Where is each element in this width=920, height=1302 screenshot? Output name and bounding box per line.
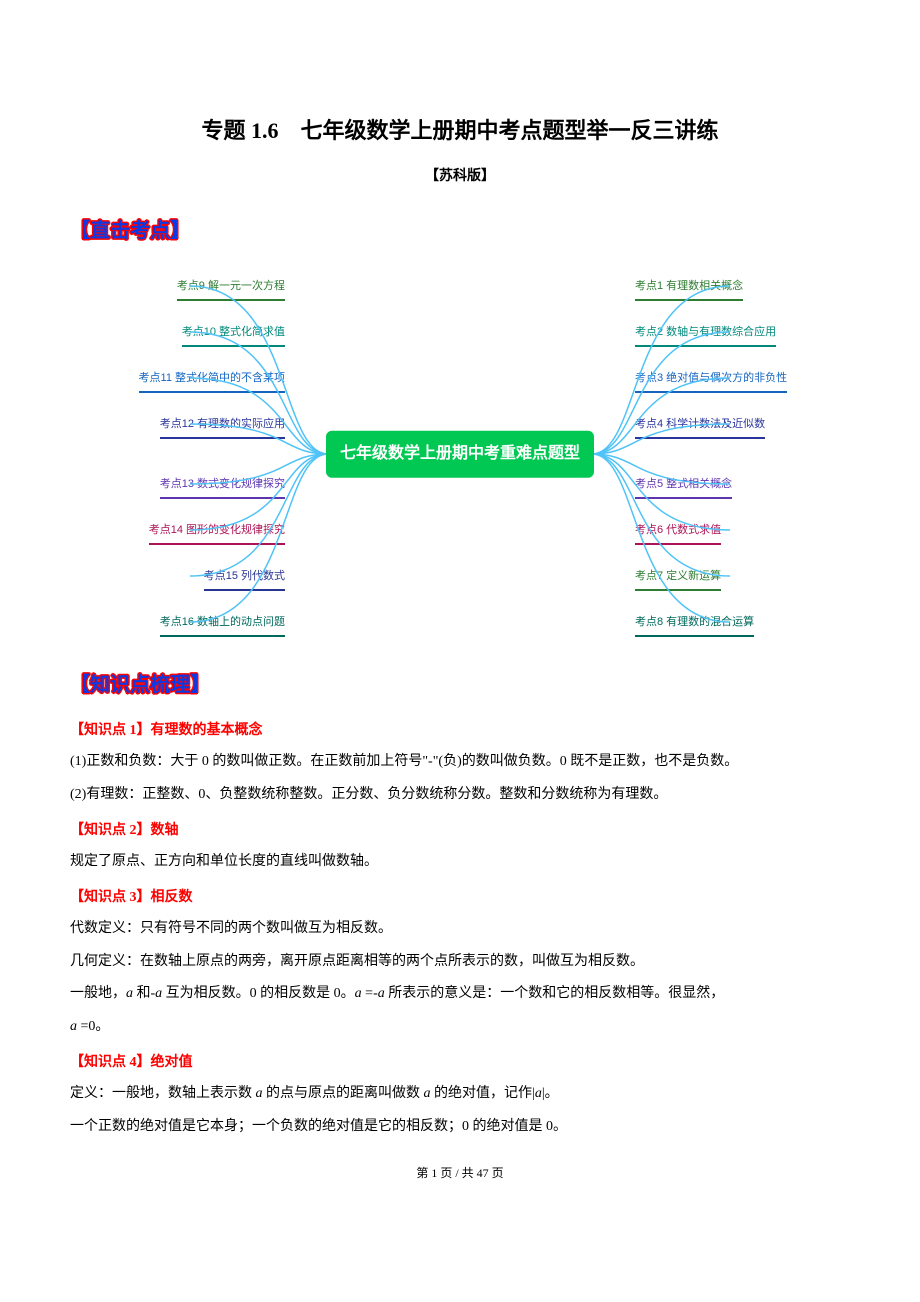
- kp4-paragraph-2: 一个正数的绝对值是它本身；一个负数的绝对值是它的相反数；0 的绝对值是 0。: [70, 1114, 850, 1141]
- kp1-paragraph-1: (1)正数和负数：大于 0 的数叫做正数。在正数前加上符号"-"(负)的数叫做负…: [70, 749, 850, 776]
- knowledge-point-4-heading: 【知识点 4】绝对值: [70, 1050, 850, 1077]
- text-run: 的点与原点的距离叫做数: [263, 1086, 424, 1101]
- page-title: 专题 1.6 七年级数学上册期中考点题型举一反三讲练: [70, 110, 850, 152]
- text-run: 所表示的意义是：一个数和它的相反数相等。很显然，: [385, 986, 725, 1001]
- kp4-paragraph-1: 定义：一般地，数轴上表示数 a 的点与原点的距离叫做数 a 的绝对值，记作|a|…: [70, 1081, 850, 1108]
- text-run: 和-: [133, 986, 155, 1001]
- text-run: 一般地，: [70, 986, 126, 1001]
- text-run: 的绝对值，记作|: [431, 1086, 535, 1101]
- var-a: a: [535, 1086, 542, 1101]
- text-run: |。: [542, 1086, 559, 1101]
- kp3-paragraph-4: a =0。: [70, 1014, 850, 1041]
- var-a: a: [378, 986, 385, 1001]
- var-a: a: [70, 1019, 77, 1034]
- kp1-paragraph-2: (2)有理数：正整数、0、负整数统称整数。正分数、负分数统称分数。整数和分数统称…: [70, 782, 850, 809]
- knowledge-point-2-heading: 【知识点 2】数轴: [70, 818, 850, 845]
- knowledge-point-1-heading: 【知识点 1】有理数的基本概念: [70, 718, 850, 745]
- mindmap-center: 七年级数学上册期中考重难点题型: [326, 431, 594, 477]
- page-footer: 第 1 页 / 共 47 页: [70, 1162, 850, 1185]
- var-a: a: [126, 986, 133, 1001]
- text-run: =-: [362, 986, 378, 1001]
- text-run: 定义：一般地，数轴上表示数: [70, 1086, 256, 1101]
- section-heading-exam-points: 【直击考点】: [70, 212, 190, 250]
- edition-label: 【苏科版】: [70, 164, 850, 191]
- section-heading-knowledge: 【知识点梳理】: [70, 666, 210, 704]
- kp2-paragraph-1: 规定了原点、正方向和单位长度的直线叫做数轴。: [70, 849, 850, 876]
- kp3-paragraph-2: 几何定义：在数轴上原点的两旁，离开原点距离相等的两个点所表示的数，叫做互为相反数…: [70, 949, 850, 976]
- var-a: a: [256, 1086, 263, 1101]
- kp3-paragraph-1: 代数定义：只有符号不同的两个数叫做互为相反数。: [70, 916, 850, 943]
- knowledge-point-3-heading: 【知识点 3】相反数: [70, 885, 850, 912]
- kp3-paragraph-3: 一般地，a 和-a 互为相反数。0 的相反数是 0。a =-a 所表示的意义是：…: [70, 981, 850, 1008]
- mindmap-container: 七年级数学上册期中考重难点题型 考点9 解一元一次方程 考点10 整式化简求值 …: [70, 254, 850, 654]
- text-run: 互为相反数。0 的相反数是 0。: [162, 986, 355, 1001]
- var-a: a: [424, 1086, 431, 1101]
- var-a: a: [355, 986, 362, 1001]
- text-run: =0。: [77, 1019, 109, 1034]
